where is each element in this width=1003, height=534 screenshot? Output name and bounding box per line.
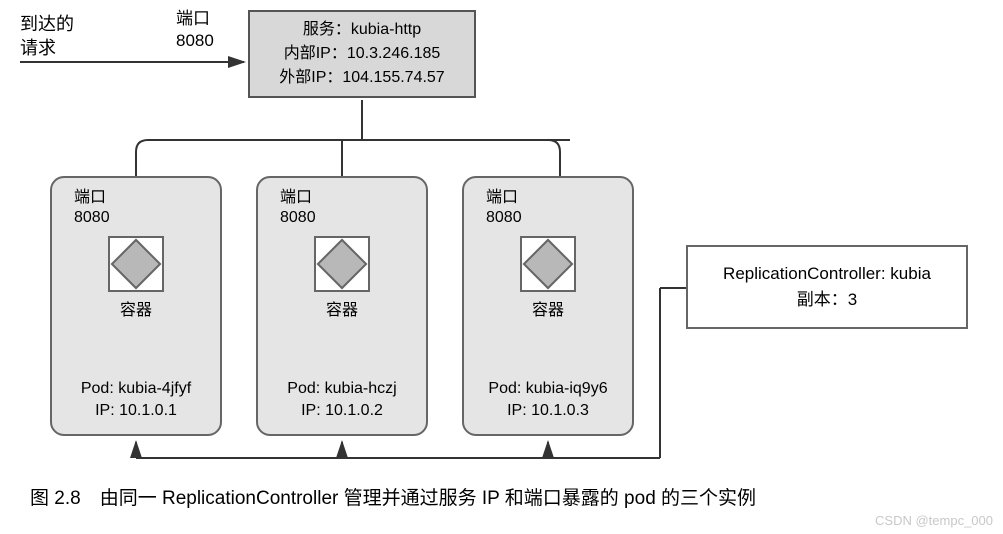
pod2-port: 端口 8080 <box>266 188 418 228</box>
top-port-label: 端口 8080 <box>176 8 214 52</box>
pod3-port: 端口 8080 <box>472 188 624 228</box>
pod2-info: Pod: kubia-hczj IP: 10.1.0.2 <box>258 378 426 422</box>
pod3-container-label: 容器 <box>472 296 624 320</box>
pod2-name: Pod: kubia-hczj <box>258 378 426 400</box>
top-port-line1: 端口 <box>176 8 214 30</box>
pod1-info: Pod: kubia-4jfyf IP: 10.1.0.1 <box>52 378 220 422</box>
pod-box-1: 端口 8080 容器 Pod: kubia-4jfyf IP: 10.1.0.1 <box>50 176 222 436</box>
pod1-container-label: 容器 <box>60 296 212 320</box>
incoming-line1: 到达的 <box>20 12 74 36</box>
figure-caption: 图 2.8 由同一 ReplicationController 管理并通过服务 … <box>30 483 756 510</box>
pod-box-2: 端口 8080 容器 Pod: kubia-hczj IP: 10.1.0.2 <box>256 176 428 436</box>
pod1-port-line1: 端口 <box>74 188 212 208</box>
pod1-port-line2: 8080 <box>74 208 212 228</box>
pod2-container-label: 容器 <box>266 296 418 320</box>
pod1-port: 端口 8080 <box>60 188 212 228</box>
rc-line1: ReplicationController: kubia <box>723 261 931 287</box>
replication-controller-box: ReplicationController: kubia 副本：3 <box>686 245 968 329</box>
pod1-name: Pod: kubia-4jfyf <box>52 378 220 400</box>
pod1-ip: IP: 10.1.0.1 <box>52 400 220 422</box>
container-icon <box>314 236 370 292</box>
top-port-line2: 8080 <box>176 30 214 52</box>
container-icon <box>108 236 164 292</box>
pod-box-3: 端口 8080 容器 Pod: kubia-iq9y6 IP: 10.1.0.3 <box>462 176 634 436</box>
service-line2: 内部IP：10.3.246.185 <box>262 42 462 66</box>
service-line3: 外部IP：104.155.74.57 <box>262 66 462 90</box>
pod3-name: Pod: kubia-iq9y6 <box>464 378 632 400</box>
pod2-port-line1: 端口 <box>280 188 418 208</box>
pod3-port-line1: 端口 <box>486 188 624 208</box>
pod2-port-line2: 8080 <box>280 208 418 228</box>
service-line1: 服务：kubia-http <box>262 18 462 42</box>
pod3-ip: IP: 10.1.0.3 <box>464 400 632 422</box>
service-box: 服务：kubia-http 内部IP：10.3.246.185 外部IP：104… <box>248 10 476 98</box>
pod2-ip: IP: 10.1.0.2 <box>258 400 426 422</box>
container-icon <box>520 236 576 292</box>
rc-line2: 副本：3 <box>797 287 857 313</box>
kubernetes-rc-diagram: 到达的 请求 端口 8080 服务：kubia-http 内部IP：10.3.2… <box>0 0 1003 534</box>
pod3-port-line2: 8080 <box>486 208 624 228</box>
watermark-text: CSDN @tempc_000 <box>875 513 993 528</box>
incoming-request-label: 到达的 请求 <box>20 12 74 60</box>
pod3-info: Pod: kubia-iq9y6 IP: 10.1.0.3 <box>464 378 632 422</box>
incoming-line2: 请求 <box>20 36 74 60</box>
